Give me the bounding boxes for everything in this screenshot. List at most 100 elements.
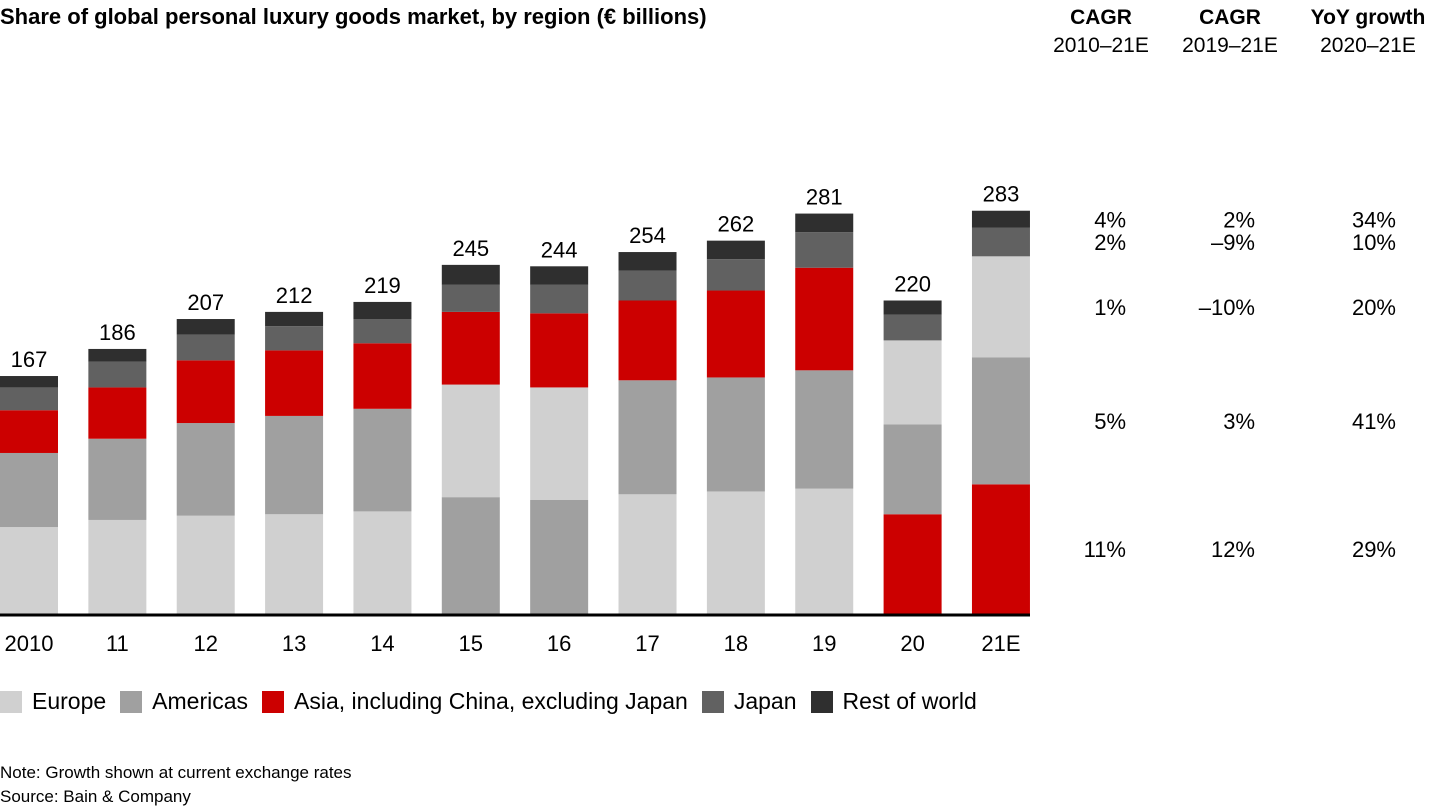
bar-segment-rest-of-world-17 [618,252,677,271]
bar-segment-japan-12 [176,334,235,361]
total-label: 254 [629,223,666,248]
legend-swatch [0,690,22,713]
total-label: 244 [541,237,578,262]
total-label: 167 [11,347,48,372]
bar-segment-asia-12 [176,360,235,424]
column-header-cagr-2010: CAGR 2010–21E [1053,6,1149,57]
plot-area: 167 2010 186 11 207 12 212 13 219 14 245 15 244 16 254… [0,182,1396,656]
growth-value: 12% [1211,537,1255,562]
legend-label: Americas [152,688,249,714]
legend-item: Rest of world [810,688,977,715]
column-header-cagr-2019: CAGR 2019–21E [1182,6,1278,57]
legend-item: Europe [0,688,106,715]
bar-segment-rest-of-world-16 [530,266,589,285]
total-label: 262 [718,212,755,237]
total-label: 186 [99,320,136,345]
x-tick-label: 14 [370,631,394,656]
legend-label: Rest of world [842,688,977,714]
legend-swatch [120,690,143,713]
bar-segment-asia-19 [795,267,854,371]
total-label: 245 [452,236,489,261]
bar-segment-europe-14 [353,511,412,614]
growth-value: 20% [1352,295,1396,320]
growth-value: 34% [1352,207,1396,232]
growth-value: 1% [1094,295,1126,320]
bar-segment-asia-21E [971,484,1030,614]
legend-label: Europe [32,688,107,714]
bar-segment-japan-20 [883,314,942,341]
legend-item: Asia, including China, excluding Japan [262,688,688,715]
x-tick-label: 12 [193,631,217,656]
bar-segment-japan-14 [353,319,412,344]
bar-segment-rest-of-world-13 [265,311,324,327]
x-tick-label: 19 [812,631,836,656]
bar-segment-rest-of-world-15 [441,264,500,285]
legend-swatch [810,690,833,713]
bar-segment-americas-18 [706,377,765,492]
total-label: 212 [276,283,313,308]
bar-segment-europe-17 [618,494,677,614]
bar-segment-asia-11 [88,387,147,439]
total-label: 219 [364,273,401,298]
bar-segment-europe-15 [441,384,500,498]
x-tick-label: 15 [459,631,483,656]
growth-value: 41% [1352,409,1396,434]
bar-segment-americas-15 [441,497,500,614]
bar-segment-americas-17 [618,380,677,495]
bar-segment-americas-19 [795,370,854,489]
x-tick-label: 16 [547,631,571,656]
bar-segment-americas-16 [530,500,589,614]
growth-value: 4% [1094,207,1126,232]
bar-segment-asia-13 [265,350,324,416]
x-tick-label: 21E [981,631,1020,656]
bar-segment-rest-of-world-19 [795,213,854,233]
growth-value: 5% [1094,409,1126,434]
note-text: Note: Growth shown at current exchange r… [0,763,352,782]
growth-value: 2% [1223,207,1255,232]
bar-segment-americas-13 [265,415,324,515]
bar-segment-japan-11 [88,361,147,388]
total-label: 281 [806,185,843,210]
bar-segment-rest-of-world-11 [88,348,147,362]
bar-segment-asia-2010 [0,410,58,453]
bar-segment-japan-17 [618,270,677,301]
bar-segment-rest-of-world-21E [971,210,1030,228]
bar-segment-rest-of-world-18 [706,240,765,260]
bar-segment-europe-13 [265,514,324,614]
growth-value: 2% [1094,230,1126,255]
growth-value: 11% [1084,537,1126,562]
total-label: 283 [983,182,1020,207]
bar-segment-europe-18 [706,491,765,614]
bar-segment-europe-20 [883,340,942,425]
bar-segment-asia-17 [618,300,677,381]
x-tick-label: 13 [282,631,306,656]
bar-segment-rest-of-world-12 [176,319,235,335]
bar-segment-japan-19 [795,232,854,268]
legend-label: Asia, including China, excluding Japan [294,688,688,714]
bar-segment-americas-20 [883,424,942,515]
bar-segment-americas-14 [353,408,412,512]
chart-title: Share of global personal luxury goods ma… [0,4,707,29]
growth-value: –9% [1211,230,1255,255]
x-tick-label: 11 [106,631,129,656]
growth-value: 10% [1352,230,1396,255]
bar-segment-europe-19 [795,488,854,614]
bar-segment-europe-2010 [0,527,58,614]
legend: Europe Americas Asia, including China, exc… [0,688,991,715]
x-tick-label: 20 [900,631,924,656]
total-label: 220 [894,272,931,297]
total-label: 207 [187,290,224,315]
bar-segment-japan-15 [441,284,500,312]
legend-item: Japan [701,688,797,715]
x-tick-label: 17 [635,631,659,656]
bar-segment-japan-16 [530,284,589,314]
bar-segment-europe-21E [971,256,1030,358]
column-header-yoy: YoY growth 2020–21E [1310,6,1426,57]
bar-segment-americas-12 [176,423,235,516]
bar-segment-asia-14 [353,343,412,409]
bar-segment-europe-12 [176,515,235,614]
x-tick-label: 2010 [5,631,54,656]
legend-item: Americas [120,688,248,715]
bar-segment-asia-15 [441,311,500,385]
